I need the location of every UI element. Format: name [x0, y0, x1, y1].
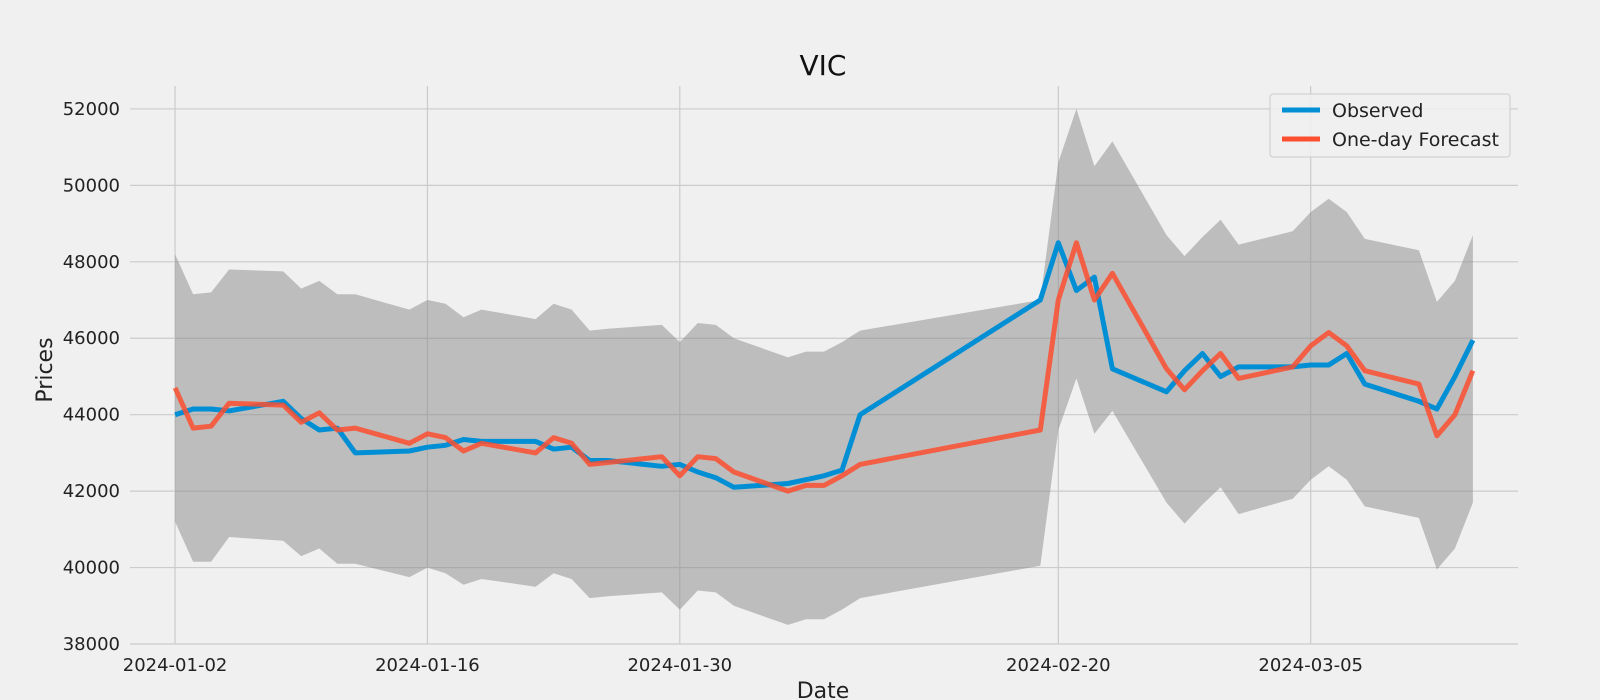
plot-area: 38000 40000 42000 44000 46000 48000 50000 52000…	[63, 86, 1518, 676]
y-tick-label: 44000	[63, 405, 120, 426]
y-tick-label: 38000	[63, 634, 120, 655]
x-tick-label: 2024-01-16	[375, 655, 480, 676]
y-axis-title: Prices	[33, 337, 58, 402]
y-tick-label: 52000	[63, 99, 120, 120]
x-axis-title: Date	[797, 679, 850, 700]
chart-title: VIC	[800, 49, 847, 82]
x-tick-label: 2024-02-20	[1006, 655, 1111, 676]
x-tick-label: 2024-01-30	[627, 655, 732, 676]
legend-label-observed: Observed	[1332, 100, 1423, 122]
y-tick-label: 40000	[63, 558, 120, 579]
y-tick-label: 42000	[63, 481, 120, 502]
x-tick-label: 2024-01-02	[123, 655, 228, 676]
forecast-line	[172, 240, 1476, 494]
y-tick-label: 48000	[63, 252, 120, 273]
y-tick-label: 46000	[63, 328, 120, 349]
x-tick-label: 2024-03-05	[1258, 655, 1363, 676]
y-tick-label: 50000	[63, 175, 120, 196]
legend-box	[1269, 93, 1511, 158]
prediction-interval-band	[175, 108, 1473, 625]
legend: Observed One-day Forecast	[1269, 93, 1511, 158]
legend-label-forecast: One-day Forecast	[1332, 129, 1499, 151]
